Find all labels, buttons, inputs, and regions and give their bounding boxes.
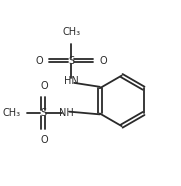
Text: O: O <box>41 81 49 91</box>
Text: S: S <box>68 56 74 66</box>
Text: NH: NH <box>58 108 73 118</box>
Text: CH₃: CH₃ <box>62 27 80 37</box>
Text: O: O <box>100 56 107 66</box>
Text: O: O <box>35 56 43 66</box>
Text: CH₃: CH₃ <box>3 108 21 118</box>
Text: O: O <box>41 135 49 145</box>
Text: HN: HN <box>64 76 79 86</box>
Text: S: S <box>40 108 46 118</box>
